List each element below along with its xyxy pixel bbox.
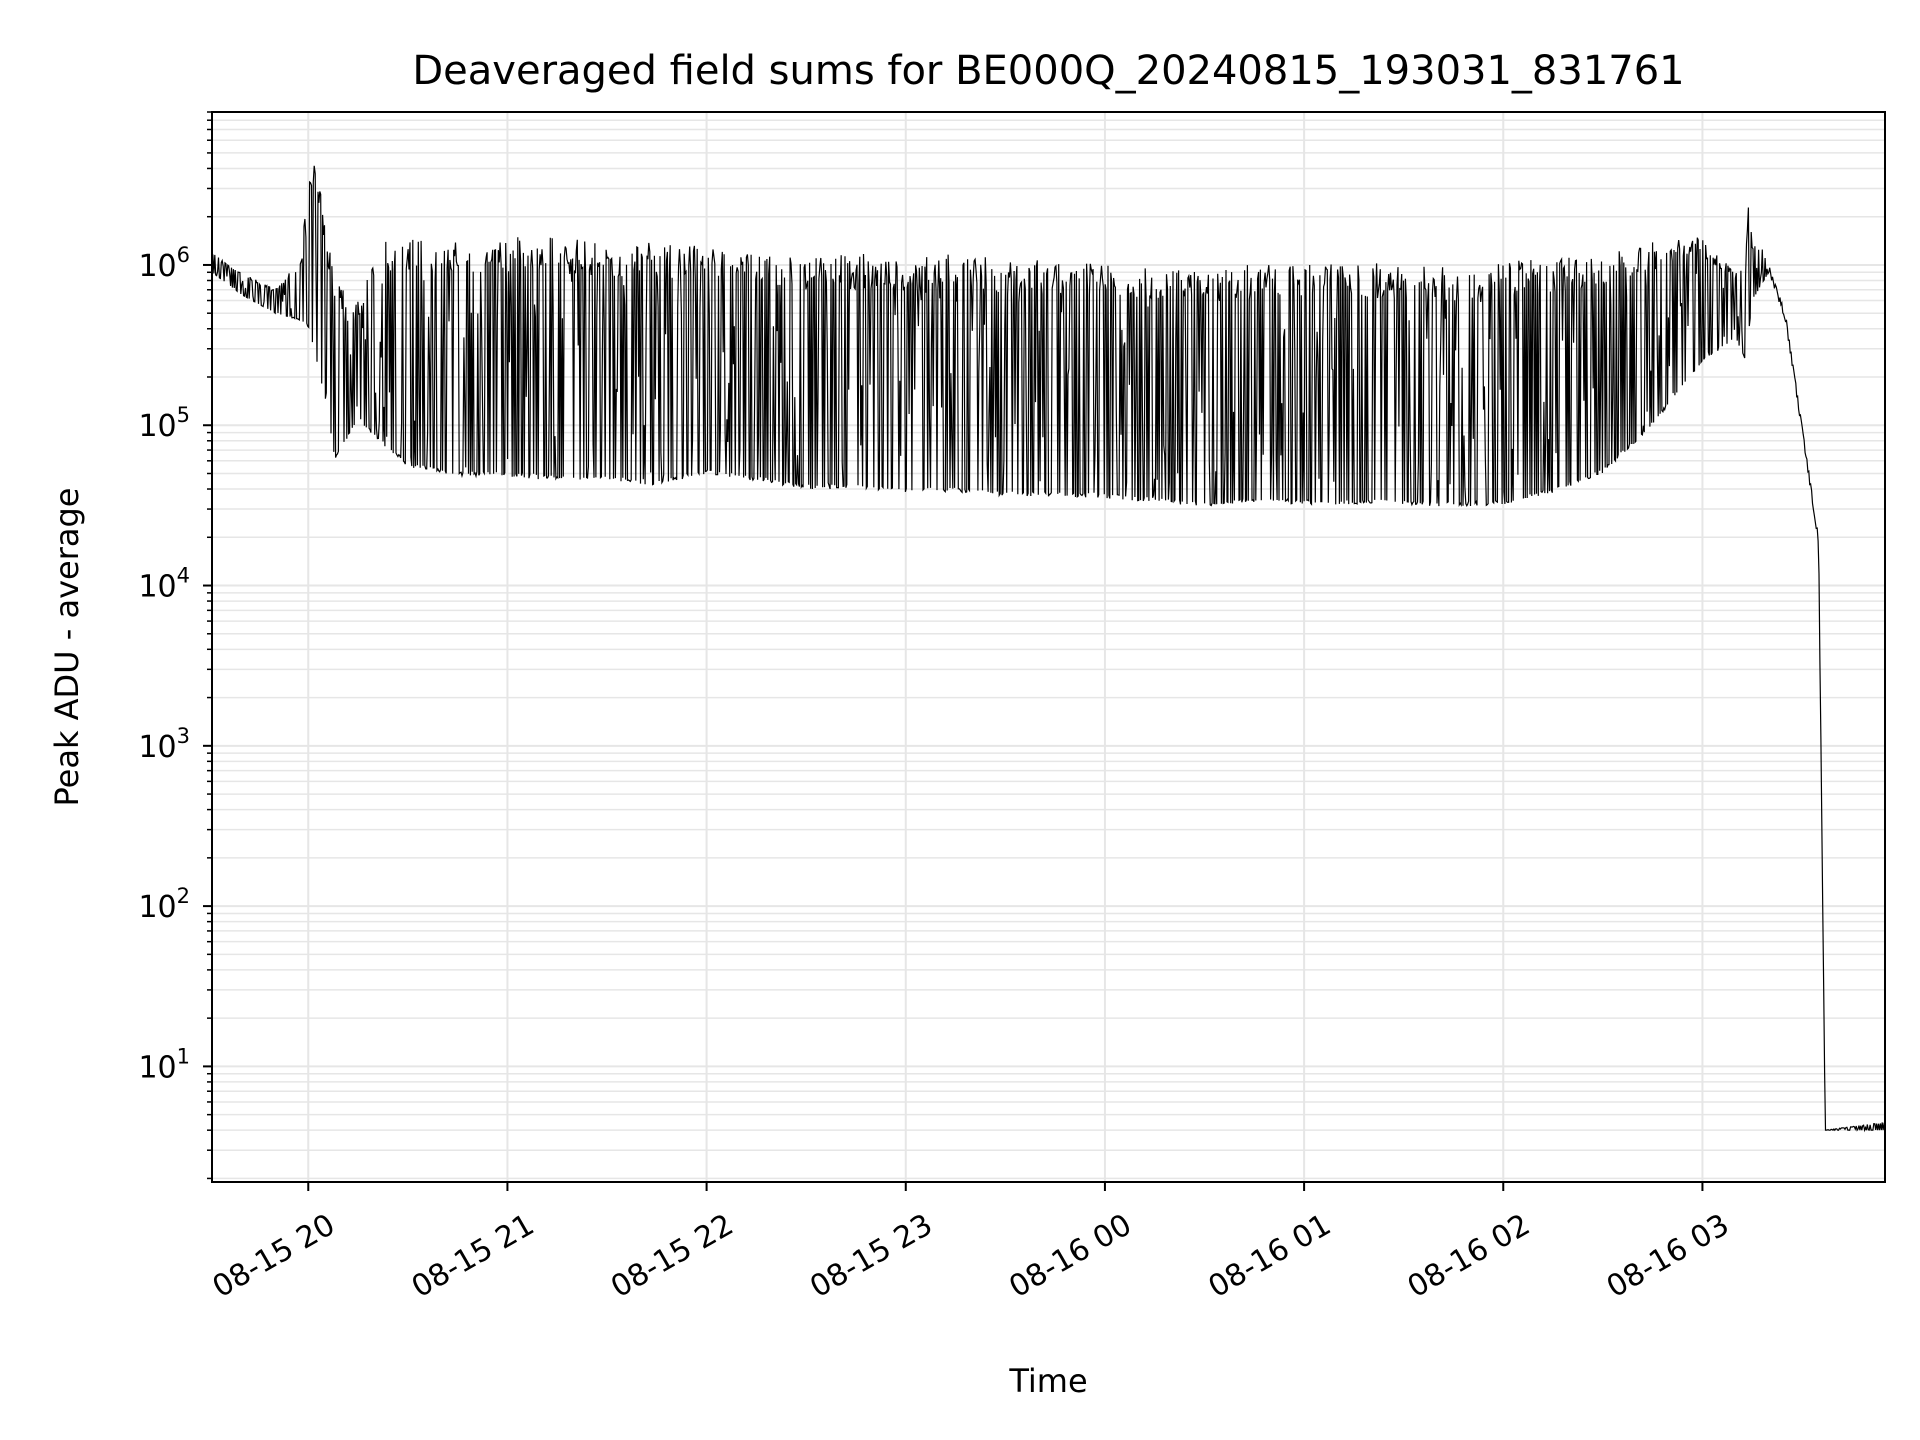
plot-frame <box>211 111 1886 1183</box>
y-tick-label: 104 <box>138 564 190 605</box>
y-tick-label: 102 <box>138 884 190 925</box>
data-series <box>211 165 1886 1133</box>
y-tick-label: 103 <box>138 724 190 765</box>
y-axis-title: Peak ADU - average <box>48 488 86 807</box>
y-tick-label: 105 <box>138 403 190 444</box>
y-tick-label: 106 <box>138 243 190 284</box>
x-axis-title: Time <box>1008 1362 1087 1400</box>
series-line <box>211 165 1886 1133</box>
y-tick-label: 101 <box>138 1044 190 1085</box>
chart-title: Deaveraged field sums for BE000Q_2024081… <box>412 48 1684 94</box>
